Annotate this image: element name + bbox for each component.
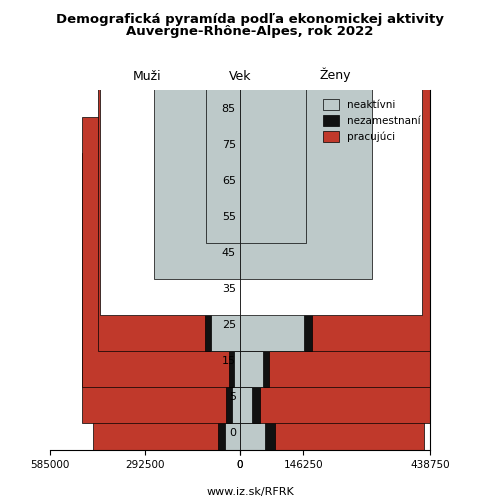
Bar [211,81,240,351]
Bar [240,225,332,495]
Bar [240,9,372,279]
Bar [182,225,240,495]
Bar [93,189,240,459]
Bar [188,225,240,495]
Text: Vek: Vek [229,70,252,82]
Legend: neaktívni, nezamestnaní, pracujúci: neaktívni, nezamestnaní, pracujúci [319,95,425,146]
Bar [232,153,240,423]
Bar [226,153,240,423]
Bar [240,189,424,459]
Bar [190,297,240,500]
Bar [240,189,274,459]
Bar [240,45,422,315]
Bar [240,297,303,500]
Bar [240,81,304,351]
Bar [218,189,240,459]
Bar [240,81,440,351]
Bar [226,189,240,459]
Bar [98,81,240,351]
Bar [240,117,269,387]
Bar [240,153,252,423]
Bar [240,261,420,500]
Bar [230,117,240,387]
Bar [82,153,240,423]
Bar [240,153,440,423]
Bar [240,0,306,243]
Bar [240,189,265,459]
Text: Muži: Muži [133,70,162,82]
Bar [82,117,240,387]
Bar [206,0,240,243]
Bar [100,261,240,500]
Bar [100,45,240,315]
Text: Demografická pyramída podľa ekonomickej aktivity: Demografická pyramída podľa ekonomickej … [56,12,444,26]
Bar [240,153,260,423]
Text: Auvergne-Rhône-Alpes, rok 2022: Auvergne-Rhône-Alpes, rok 2022 [126,25,374,38]
Bar [240,117,438,387]
Bar [240,81,312,351]
Bar [240,117,262,387]
Bar [154,9,240,279]
Text: Ženy: Ženy [320,68,351,82]
Bar [119,225,240,495]
Text: www.iz.sk/RFRK: www.iz.sk/RFRK [206,488,294,498]
Bar [234,117,240,387]
Bar [205,81,240,351]
Bar [240,225,324,495]
Bar [240,225,406,495]
